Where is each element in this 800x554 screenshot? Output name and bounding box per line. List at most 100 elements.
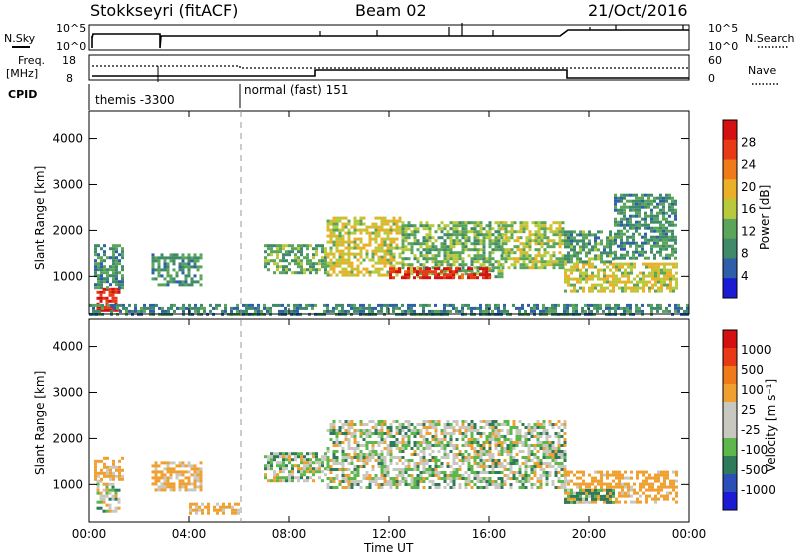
heatmap-cell-5	[446, 257, 450, 261]
heatmap-cell-7	[552, 266, 556, 270]
heatmap-cell-5	[464, 224, 468, 228]
heatmap-cell-5	[485, 465, 489, 468]
heatmap-cell-11	[326, 309, 329, 313]
heatmap-cell-5	[560, 474, 564, 477]
heatmap-cell-9	[597, 248, 600, 252]
heatmap-cell-10	[659, 226, 662, 230]
heatmap-cell-5	[485, 483, 489, 486]
heatmap-cell-5	[422, 239, 426, 243]
heatmap-cell-5	[521, 477, 525, 480]
heatmap-cell-9	[585, 245, 588, 249]
heatmap-cell-3	[291, 250, 294, 254]
heatmap-cell-6	[389, 276, 392, 280]
heatmap-cell-5	[437, 459, 441, 462]
heatmap-cell-11	[461, 306, 464, 310]
heatmap-cell-5	[551, 426, 555, 429]
heatmap-cell-5	[545, 447, 549, 450]
heatmap-cell-0	[111, 293, 115, 297]
heatmap-cell-11	[455, 309, 458, 313]
heatmap-cell-5	[527, 459, 531, 462]
heatmap-cell-5	[428, 257, 432, 261]
heatmap-cell-10	[641, 202, 644, 206]
heatmap-cell-11	[539, 309, 542, 313]
heatmap-cell-4	[312, 461, 315, 465]
heatmap-cell-4	[383, 261, 387, 265]
heatmap-cell-5	[509, 471, 513, 474]
heatmap-cell-5	[467, 269, 471, 273]
heatmap-cell-5	[425, 233, 429, 237]
heatmap-cell-10	[647, 193, 650, 197]
heatmap-cell-10	[632, 214, 635, 218]
heatmap-cell-5	[413, 480, 417, 483]
heatmap-cell-5	[455, 471, 459, 474]
heatmap-cell-7	[522, 224, 526, 228]
nsky-label: N.Sky	[4, 32, 36, 45]
heatmap-cell-5	[470, 227, 474, 231]
heatmap-cell-3	[291, 247, 294, 251]
heatmap-cell-2	[196, 268, 200, 272]
heatmap-cell-2	[175, 280, 179, 284]
heatmap-cell-1	[100, 265, 103, 269]
heatmap-cell-7	[555, 230, 559, 234]
heatmap-cell-5	[527, 453, 531, 456]
heatmap-cell-5	[488, 465, 492, 468]
heatmap-cell-2	[184, 262, 188, 266]
heatmap-cell-8	[666, 268, 669, 272]
heatmap-cell-2	[169, 280, 173, 284]
heatmap-cell-5	[326, 450, 330, 453]
heatmap-cell-5	[386, 468, 390, 471]
heatmap-cell-6	[428, 270, 431, 274]
heatmap-cell-11	[428, 309, 431, 313]
heatmap-cell-10	[626, 193, 629, 197]
heatmap-cell-6	[488, 267, 491, 271]
heatmap-cell-4	[312, 479, 315, 483]
heatmap-cell-3	[294, 271, 297, 275]
heatmap-cell-5	[419, 459, 423, 462]
heatmap-cell-10	[635, 196, 638, 200]
heatmap-cell-5	[473, 227, 477, 231]
heatmap-cell-4	[321, 479, 324, 483]
heatmap-cell-10	[650, 250, 653, 254]
heatmap-cell-4	[270, 452, 273, 456]
heatmap-cell-4	[335, 237, 339, 241]
heatmap-cell-4	[347, 258, 351, 262]
heatmap-cell-5	[431, 456, 435, 459]
heatmap-cell-5	[404, 480, 408, 483]
heatmap-cell-5	[326, 429, 330, 432]
heatmap-cell-5	[350, 432, 354, 435]
heatmap-cell-7	[513, 251, 517, 255]
heatmap-cell-5	[329, 438, 333, 441]
heatmap-cell-5	[332, 429, 336, 432]
heatmap-cell-4	[347, 264, 351, 268]
heatmap-cell-11	[290, 309, 293, 313]
heatmap-cell-4	[398, 261, 402, 265]
heatmap-cell-5	[485, 257, 489, 261]
heatmap-cell-8	[672, 289, 675, 293]
heatmap-cell-11	[590, 309, 593, 313]
heatmap-cell-5	[455, 453, 459, 456]
heatmap-cell-3	[279, 265, 282, 269]
heatmap-cell-10	[614, 223, 617, 227]
heatmap-cell-4	[303, 455, 306, 459]
heatmap-cell-5	[542, 447, 546, 450]
heatmap-cell-5	[554, 486, 558, 489]
heatmap-cell-10	[614, 253, 617, 257]
heatmap-cell-9	[606, 260, 609, 264]
heatmap-cell-10	[650, 217, 653, 221]
heatmap-cell-11	[323, 303, 326, 307]
heatmap-cell-2	[157, 271, 161, 275]
heatmap-cell-6	[657, 491, 660, 495]
x-tick-label: 12:00	[372, 527, 407, 541]
heatmap-cell-11	[686, 306, 689, 310]
heatmap-cell-5	[383, 441, 387, 444]
heatmap-cell-2	[163, 476, 167, 480]
heatmap-cell-5	[464, 263, 468, 267]
heatmap-cell-3	[321, 256, 324, 260]
heatmap-cell-2	[181, 464, 185, 468]
heatmap-cell-5	[440, 236, 444, 240]
heatmap-cell-7	[528, 242, 532, 246]
heatmap-cell-4	[389, 237, 393, 241]
heatmap-cell-5	[461, 269, 465, 273]
heatmap-cell-2	[193, 476, 197, 480]
heatmap-cell-5	[521, 423, 525, 426]
